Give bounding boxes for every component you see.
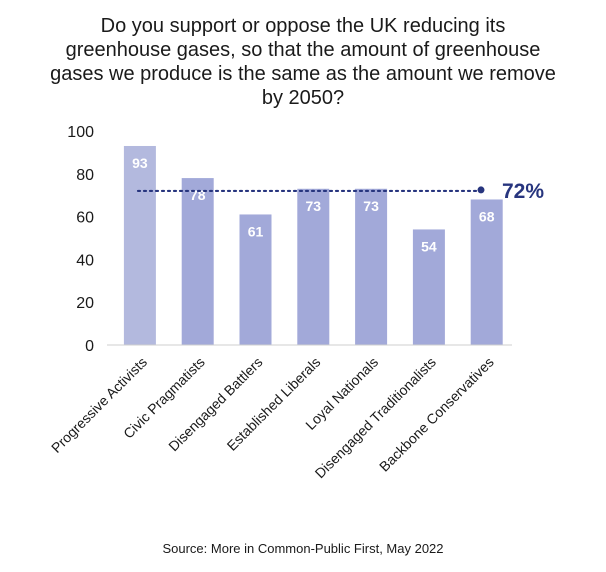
bar-value-label: 68 bbox=[479, 208, 495, 224]
x-tick-label: Backbone Conservatives bbox=[376, 354, 497, 475]
chart-title: Do you support or oppose the UK reducing… bbox=[50, 15, 556, 109]
y-tick-label: 60 bbox=[76, 210, 94, 227]
y-tick-label: 20 bbox=[76, 295, 94, 312]
x-tick-label: Progressive Activists bbox=[48, 354, 150, 456]
bar-value-label: 78 bbox=[190, 187, 206, 203]
y-tick-label: 0 bbox=[85, 338, 94, 355]
bar-value-label: 54 bbox=[421, 238, 437, 254]
bar-value-label: 73 bbox=[363, 198, 379, 214]
y-tick-label: 100 bbox=[67, 124, 94, 141]
bar bbox=[355, 188, 388, 345]
bar bbox=[239, 214, 272, 345]
x-tick-label: Disengaged Traditionalists bbox=[312, 354, 439, 481]
y-tick-label: 80 bbox=[76, 167, 94, 184]
bar-value-label: 93 bbox=[132, 155, 148, 171]
bar-value-label: 61 bbox=[248, 223, 264, 239]
source-note: Source: More in Common-Public First, May… bbox=[162, 541, 444, 556]
bar bbox=[412, 229, 445, 345]
bar bbox=[123, 145, 156, 345]
bar bbox=[181, 178, 214, 345]
bar-value-label: 73 bbox=[306, 198, 322, 214]
bar bbox=[297, 188, 330, 345]
bar bbox=[470, 199, 503, 345]
reference-line-marker bbox=[477, 186, 485, 194]
reference-line-label: 72% bbox=[502, 180, 544, 203]
y-tick-label: 40 bbox=[76, 252, 94, 269]
